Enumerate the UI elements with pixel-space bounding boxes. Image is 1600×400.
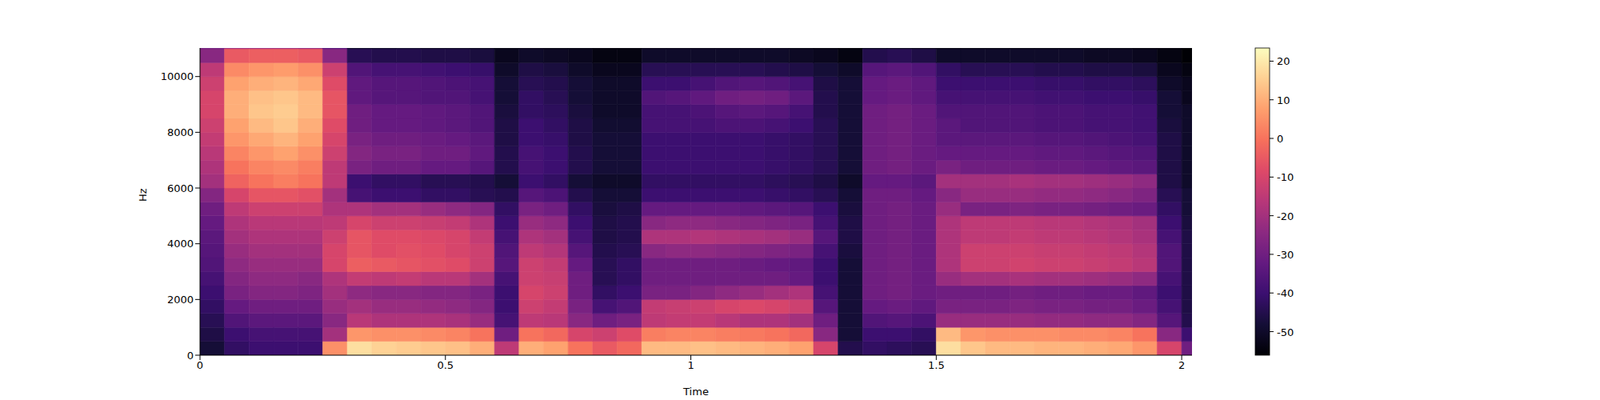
svg-text:1.5: 1.5	[928, 359, 945, 372]
svg-text:0: 0	[1276, 132, 1284, 145]
svg-text:10000: 10000	[160, 70, 194, 83]
svg-text:Time: Time	[682, 385, 709, 398]
svg-text:1: 1	[687, 359, 694, 372]
svg-text:0.5: 0.5	[436, 359, 454, 372]
svg-text:Hz: Hz	[136, 188, 149, 202]
svg-text:-10: -10	[1276, 171, 1294, 184]
svg-text:0: 0	[196, 359, 204, 372]
svg-text:-20: -20	[1276, 210, 1294, 223]
svg-text:-30: -30	[1276, 248, 1294, 261]
svg-text:-40: -40	[1276, 287, 1294, 300]
svg-text:2000: 2000	[167, 293, 194, 306]
svg-text:2: 2	[1178, 359, 1185, 372]
svg-text:4000: 4000	[167, 237, 194, 250]
svg-text:6000: 6000	[167, 182, 194, 195]
svg-text:8000: 8000	[167, 126, 194, 139]
svg-text:20: 20	[1276, 55, 1291, 68]
svg-text:10: 10	[1276, 94, 1291, 107]
svg-text:0: 0	[187, 349, 194, 362]
svg-text:-50: -50	[1276, 326, 1294, 339]
